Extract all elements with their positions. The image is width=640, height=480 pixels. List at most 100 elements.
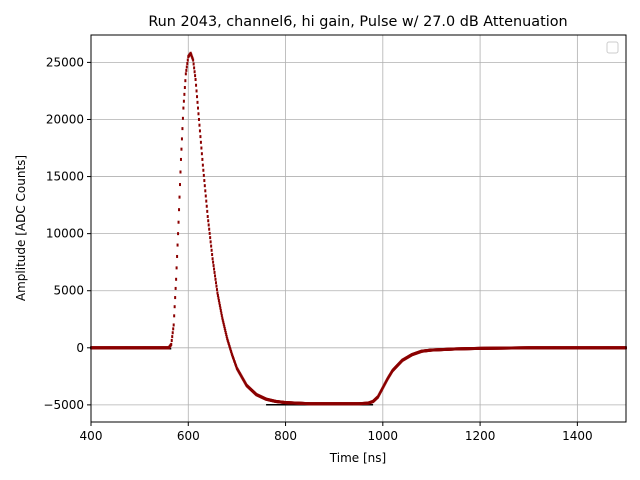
data-point (178, 195, 181, 199)
data-point (214, 274, 217, 278)
data-point (227, 340, 230, 344)
data-point (198, 123, 201, 127)
x-tick-label: 800 (274, 429, 297, 443)
data-point (184, 72, 187, 76)
data-point (175, 277, 178, 281)
data-point (203, 179, 206, 183)
data-point (181, 127, 184, 131)
data-point (172, 327, 175, 331)
data-point (200, 146, 203, 150)
data-point (212, 260, 215, 264)
data-point (230, 349, 233, 353)
data-point (221, 316, 224, 320)
data-point (193, 70, 196, 74)
data-point (195, 83, 198, 87)
y-tick-label: 10000 (46, 227, 84, 241)
data-point (194, 78, 197, 82)
data-point (211, 253, 214, 257)
data-point (219, 306, 222, 310)
data-point (213, 270, 216, 274)
x-tick-label: 1000 (368, 429, 399, 443)
x-tick-label: 1400 (562, 429, 593, 443)
y-tick-label: 20000 (46, 112, 84, 126)
x-tick-label: 400 (80, 429, 103, 443)
data-point (209, 240, 212, 244)
data-point (207, 223, 210, 227)
data-point (214, 277, 217, 281)
data-point (215, 288, 218, 292)
data-point (229, 348, 232, 352)
plot-frame (90, 34, 627, 423)
data-point (174, 296, 177, 300)
data-point (186, 58, 189, 62)
data-point (211, 257, 214, 261)
x-axis-label: Time [ns] (329, 451, 386, 465)
data-point (199, 140, 202, 144)
data-point (181, 116, 184, 120)
data-point (206, 209, 209, 213)
data-point (203, 184, 206, 188)
chart-title: Run 2043, channel6, hi gain, Pulse w/ 27… (148, 14, 567, 30)
data-point (183, 86, 186, 90)
data-point (217, 296, 220, 300)
data-point (185, 68, 188, 72)
data-point (171, 335, 174, 339)
plot-area (90, 34, 627, 423)
data-point (205, 199, 208, 203)
data-point (221, 318, 224, 322)
data-point (222, 320, 225, 324)
data-point (209, 236, 212, 240)
data-point (183, 92, 186, 96)
data-point (218, 301, 221, 305)
data-point (212, 264, 215, 268)
data-point (180, 137, 183, 141)
data-point (197, 117, 200, 121)
data-point (197, 106, 199, 110)
data-point (216, 294, 219, 298)
data-point (200, 152, 203, 156)
data-point (199, 135, 202, 139)
data-point (173, 314, 176, 318)
data-point (196, 100, 199, 104)
data-point (229, 346, 232, 350)
data-point (217, 299, 220, 303)
data-point (219, 309, 222, 313)
data-point (176, 254, 179, 258)
data-point (208, 227, 211, 231)
data-point (201, 163, 204, 167)
data-point (218, 304, 221, 308)
data-point (178, 208, 181, 212)
data-point (192, 62, 195, 66)
data-point (179, 157, 182, 161)
data-point (196, 95, 199, 99)
data-point (182, 106, 185, 110)
data-point (202, 168, 205, 172)
data-point (225, 333, 228, 337)
x-tick-label: 600 (177, 429, 200, 443)
data-point (214, 281, 217, 285)
data-point (177, 232, 180, 236)
data-point (215, 284, 218, 288)
y-tick-label: 25000 (46, 55, 84, 69)
data-point (204, 194, 207, 198)
data-point (179, 183, 182, 187)
data-point (205, 204, 208, 208)
data-point (193, 66, 196, 70)
data-point (192, 58, 195, 62)
data-point (170, 338, 173, 342)
data-point (224, 330, 227, 334)
data-point (216, 291, 219, 295)
data-point (176, 243, 179, 247)
data-point (210, 244, 213, 248)
data-point (226, 337, 229, 341)
data-point (194, 74, 197, 78)
data-point (170, 342, 173, 346)
data-point (175, 266, 178, 270)
data-point (201, 157, 204, 161)
data-point (171, 331, 174, 335)
data-point (228, 345, 231, 349)
data-point (172, 323, 175, 327)
data-point (173, 305, 176, 309)
